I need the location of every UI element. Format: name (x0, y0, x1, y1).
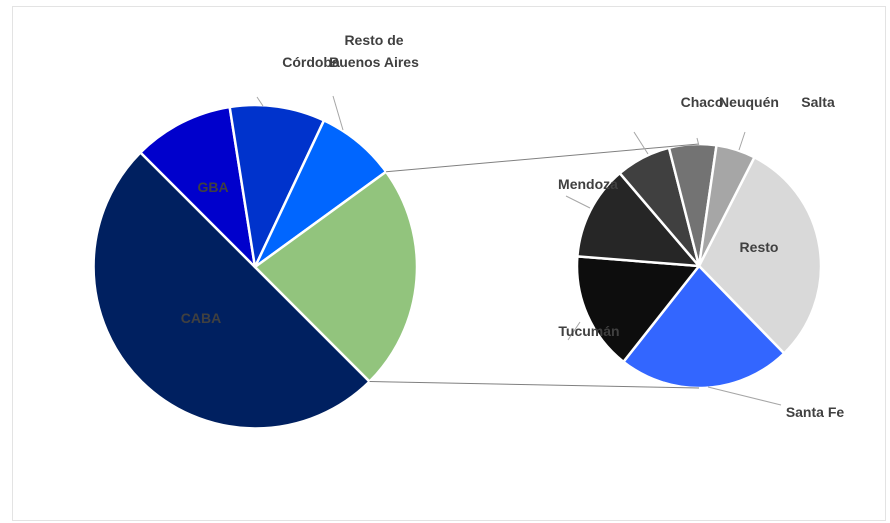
label-chaco: Chaco (681, 94, 724, 110)
main-slice-cordoba (228, 103, 326, 269)
label-mendoza: Mendoza (558, 176, 618, 192)
label-tucuman: Tucumán (558, 323, 619, 339)
label-resto-bsas-line2: Buenos Aires (329, 54, 419, 70)
label-gba: GBA (197, 179, 228, 195)
leader-santa-fe (707, 386, 782, 406)
label-salta: Salta (801, 94, 835, 110)
leader-neuquen (738, 131, 746, 151)
label-cordoba: Córdoba (282, 54, 340, 70)
leader-chaco-2 (696, 137, 700, 147)
leader-resto-bsas (332, 95, 344, 131)
label-resto-bsas-line1: Resto de (344, 32, 403, 48)
secondary-slice-salta (697, 144, 756, 268)
secondary-slice-tucuman (575, 255, 701, 364)
leader-tucuman (567, 321, 581, 341)
label-caba: CABA (181, 310, 221, 326)
leader-cordoba (256, 96, 264, 107)
secondary-slice-mendoza (576, 171, 701, 268)
leader-mendoza (565, 195, 591, 209)
label-santa-fe: Santa Fe (786, 404, 845, 420)
main-slice-gba (139, 105, 257, 269)
connector-top (386, 143, 700, 173)
label-neuquen: Neuquén (719, 94, 779, 110)
secondary-slice-santa-fe (622, 264, 786, 390)
main-slice-caba (92, 151, 371, 430)
leader-chaco (633, 131, 649, 155)
main-slice-otras-provincias (253, 170, 419, 383)
label-resto: Resto (740, 239, 779, 255)
connector-bottom (369, 381, 700, 389)
